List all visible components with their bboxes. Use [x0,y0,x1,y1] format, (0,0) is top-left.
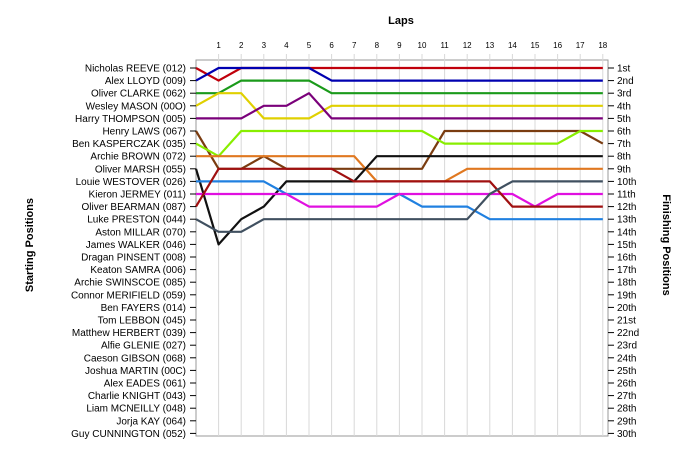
finish-label: 10th [617,177,636,188]
lap-tick-label: 4 [284,41,289,50]
start-label: Jorja KAY (064) [116,416,186,427]
lap-tick-label: 18 [598,41,607,50]
start-label: Alex LLOYD (009) [105,76,186,87]
start-label: Aston MILLAR (070) [95,227,186,238]
start-label: Henry LAWS (067) [102,127,186,138]
finish-label: 24th [617,353,636,364]
chart-title: Laps [388,15,414,27]
lap-gridlines [218,54,604,436]
start-label: Wesley MASON (00O) [86,101,186,112]
start-label: Charlie KNIGHT (043) [88,391,186,402]
lap-tick-label: 6 [329,41,334,50]
start-label: Oliver MARSH (055) [95,164,186,175]
lap-tick-label: 5 [307,41,312,50]
start-label: Guy CUNNINGTON (052) [71,429,186,440]
start-label: Luke PRESTON (044) [87,215,186,226]
finish-label: 29th [617,416,636,427]
finish-label: 25th [617,366,636,377]
lap-tick-label: 15 [531,41,540,50]
finish-label: 1st [617,64,631,75]
lap-tick-label: 7 [352,41,357,50]
start-label: Liam MCNEILLY (048) [86,404,186,415]
driver-line [194,155,603,246]
finish-label: 5th [617,114,631,125]
driver-line [196,79,603,95]
lap-tick-label: 12 [463,41,472,50]
finish-label: 8th [617,152,631,163]
finish-label: 4th [617,101,631,112]
finish-label: 14th [617,227,636,238]
start-label: Matthew HERBERT (039) [72,328,186,339]
finish-label: 2nd [617,76,634,87]
driver-line [196,92,603,120]
finish-label: 13th [617,215,636,226]
lap-tick-label: 16 [553,41,562,50]
finish-label: 17th [617,265,636,276]
start-label: Keaton SAMRA (006) [90,265,186,276]
lap-tick-label: 9 [397,41,402,50]
plot-frame [195,59,609,437]
start-label: Joshua MARTIN (00C) [85,366,186,377]
finish-label: 9th [617,164,631,175]
y-axis-label-left: Starting Positions [24,198,36,292]
finish-label: 18th [617,278,636,289]
finish-label: 22nd [617,328,639,339]
start-label: Kieron JERMEY (011) [89,190,186,201]
start-label: Ben KASPERCZAK (035) [72,139,186,150]
finish-label: 28th [617,404,636,415]
driver-line [195,129,603,158]
lap-tick-label: 1 [216,41,221,50]
finish-label: 7th [617,139,631,150]
finish-label: 6th [617,127,631,138]
lap-tick-label: 8 [375,41,380,50]
start-label: Dragan PINSENT (008) [81,253,186,264]
start-label: Archie BROWN (072) [90,152,186,163]
finish-label: 21st [617,316,636,327]
start-label: Alfie GLENIE (027) [101,341,186,352]
finish-label: 15th [617,240,636,251]
finish-label: 11th [617,190,636,201]
finish-label: 16th [617,253,636,264]
start-label: Alex EADES (061) [104,379,186,390]
lap-tick-label: 2 [239,41,244,50]
finish-label: 19th [617,290,636,301]
start-label: Tom LEBBON (045) [98,316,186,327]
lap-tick-label: 17 [576,41,585,50]
lap-tick-labels: 1 2 3 4 5 6 7 8 9 10 11 12 13 14 15 16 17 18 [216,41,607,50]
finish-label: 30th [617,429,636,440]
driver-lines [194,66,604,246]
start-label: Archie SWINSCOE (085) [74,278,186,289]
start-label: Connor MERIFIELD (059) [71,290,186,301]
starting-position-labels: Nicholas REEVE (012)Alex LLOYD (009) Oliv… [71,64,196,440]
driver-line [195,167,603,208]
finish-label: 23rd [617,341,637,352]
start-label: Nicholas REEVE (012) [85,64,186,75]
start-label: Oliver BEARMAN (087) [82,202,186,213]
start-label: Oliver CLARKE (062) [91,89,186,100]
lap-tick-label: 10 [418,41,427,50]
start-label: Harry THOMPSON (005) [75,114,186,125]
start-label: Louie WESTOVER (026) [76,177,186,188]
finish-label: 3rd [617,89,631,100]
driver-line [195,180,603,233]
lap-tick-label: 13 [485,41,494,50]
lap-tick-label: 14 [508,41,517,50]
finish-label: 27th [617,391,636,402]
finish-label: 12th [617,202,636,213]
start-label: Ben FAYERS (014) [101,303,186,314]
start-label: Caeson GIBSON (068) [84,353,186,364]
driver-line [195,92,603,120]
finish-label: 26th [617,379,636,390]
lap-tick-label: 11 [440,41,449,50]
finish-label: 20th [617,303,636,314]
start-label: James WALKER (046) [86,240,186,251]
y-axis-label-right: Finishing Positions [660,194,672,295]
lap-tick-label: 3 [262,41,267,50]
driver-line [195,66,603,82]
